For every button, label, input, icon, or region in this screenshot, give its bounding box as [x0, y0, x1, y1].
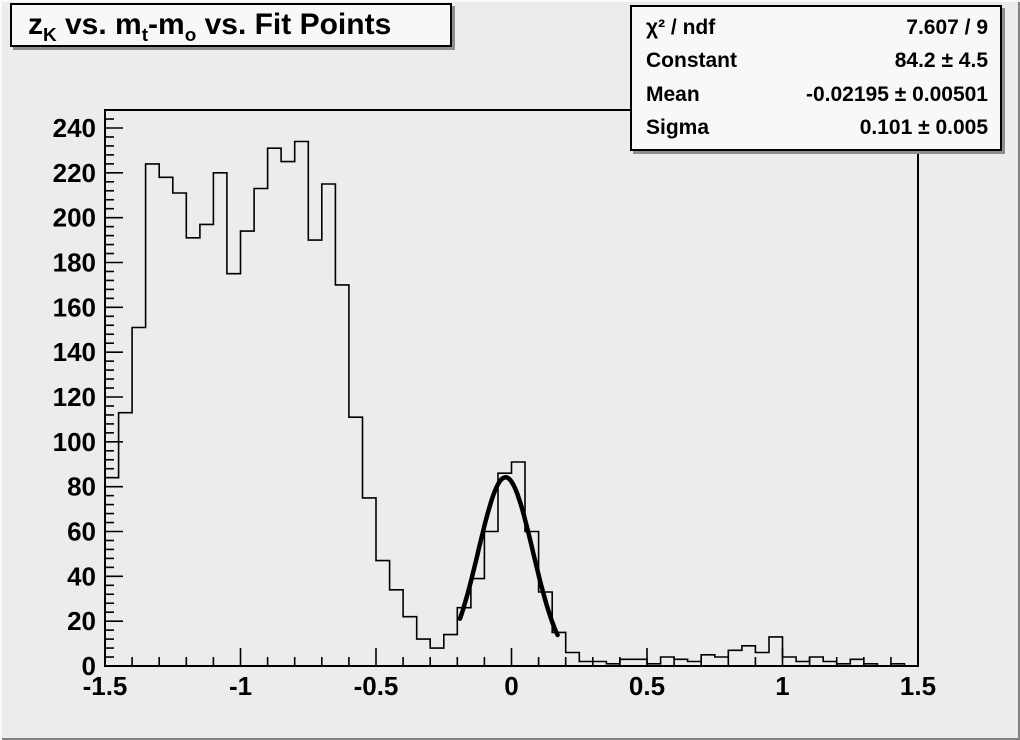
- stats-row: Mean -0.02195 ± 0.00501: [632, 83, 1000, 107]
- stats-label: Constant: [646, 49, 737, 73]
- title-subscript: t: [141, 25, 149, 46]
- stats-label: χ² / ndf: [646, 15, 716, 39]
- stats-row: Sigma 0.101 ± 0.005: [632, 116, 1000, 140]
- x-axis-labels: -1.5 -1 -0.5 0 0.5 1 1.5: [83, 671, 936, 701]
- y-tick-label: 80: [67, 472, 96, 502]
- y-tick-label: 180: [53, 248, 96, 278]
- y-tick-label: 240: [53, 113, 96, 143]
- title-subscript: K: [43, 25, 57, 46]
- plot-title: zK vs. mt-mo vs. Fit Points: [28, 8, 392, 46]
- x-tick-label: -1: [229, 671, 252, 701]
- title-box[interactable]: zK vs. mt-mo vs. Fit Points: [10, 3, 452, 47]
- stats-value: 84.2 ± 4.5: [894, 49, 988, 73]
- y-tick-label: 220: [53, 158, 96, 188]
- stats-value: 0.101 ± 0.005: [859, 116, 988, 140]
- title-subscript: o: [184, 25, 197, 46]
- stats-label: Mean: [646, 82, 700, 106]
- x-tick-label: 0.5: [629, 671, 665, 701]
- y-tick-label: 140: [53, 337, 96, 367]
- y-tick-label: 40: [67, 561, 96, 591]
- stats-value: 7.607 / 9: [906, 15, 988, 39]
- stats-value: -0.02195 ± 0.00501: [805, 82, 988, 106]
- stats-box[interactable]: χ² / ndf 7.607 / 9 Constant 84.2 ± 4.5 Mean -…: [630, 5, 1002, 151]
- plot-frame: [104, 109, 919, 667]
- x-tick-label: 1.5: [900, 671, 936, 701]
- y-axis-minor-ticks: [105, 109, 114, 658]
- stats-row: Constant 84.2 ± 4.5: [632, 49, 1000, 73]
- y-tick-label: 0: [82, 651, 96, 681]
- histogram-line[interactable]: [104, 140, 918, 667]
- x-tick-label: -0.5: [354, 671, 399, 701]
- fit-curve[interactable]: [457, 475, 560, 638]
- y-tick-label: 20: [67, 606, 96, 636]
- x-tick-label: 0: [504, 671, 518, 701]
- y-tick-label: 100: [53, 427, 96, 457]
- stats-label: Sigma: [646, 116, 710, 140]
- stats-row: χ² / ndf 7.607 / 9: [632, 16, 1000, 40]
- y-tick-label: 160: [53, 292, 96, 322]
- y-tick-label: 200: [53, 203, 96, 233]
- y-axis-labels: 0 20 40 60 80 100 120 140 160 180 200 220 240: [53, 113, 96, 681]
- x-tick-label: 1: [775, 671, 789, 701]
- y-tick-label: 60: [67, 517, 96, 547]
- y-tick-label: 120: [53, 382, 96, 412]
- x-tick-label: -1.5: [83, 671, 128, 701]
